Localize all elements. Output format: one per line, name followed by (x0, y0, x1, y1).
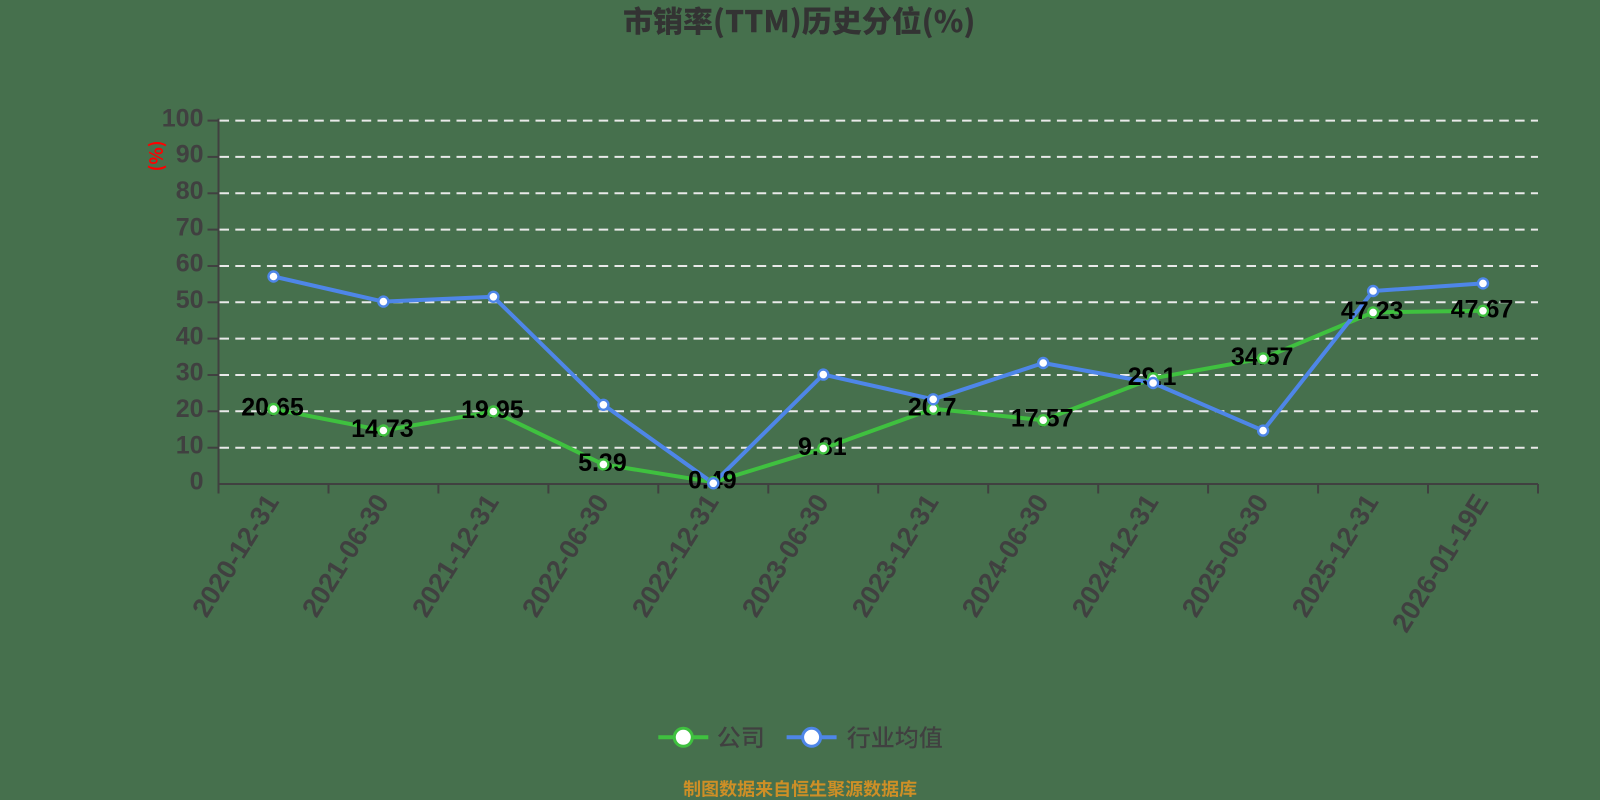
svg-text:0: 0 (190, 468, 204, 496)
svg-text:90: 90 (176, 141, 204, 169)
svg-text:30: 30 (176, 359, 204, 387)
svg-text:60: 60 (176, 250, 204, 278)
svg-text:100: 100 (162, 104, 204, 132)
svg-text:20: 20 (176, 395, 204, 423)
svg-text:40: 40 (176, 322, 204, 350)
svg-text:10: 10 (176, 431, 204, 459)
svg-text:50: 50 (176, 286, 204, 314)
svg-text:80: 80 (176, 177, 204, 205)
svg-text:70: 70 (176, 213, 204, 241)
